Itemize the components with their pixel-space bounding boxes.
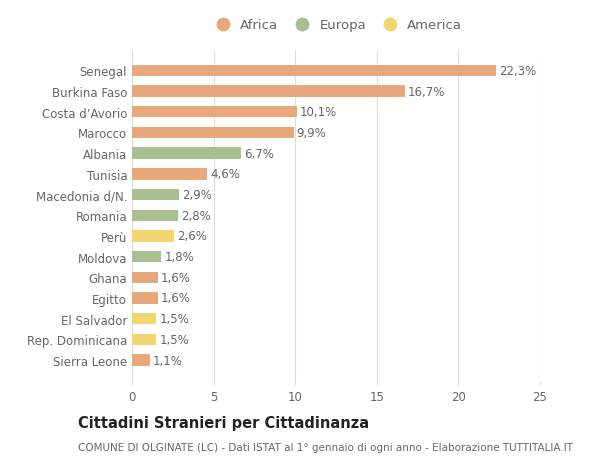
Text: 4,6%: 4,6% — [210, 168, 240, 181]
Bar — [132, 210, 178, 221]
Text: Cittadini Stranieri per Cittadinanza: Cittadini Stranieri per Cittadinanza — [78, 415, 369, 431]
Text: 1,5%: 1,5% — [160, 313, 189, 325]
Text: 6,7%: 6,7% — [244, 147, 274, 160]
Text: 2,6%: 2,6% — [178, 230, 207, 243]
Bar — [132, 169, 207, 180]
Bar — [132, 334, 157, 345]
Text: 1,6%: 1,6% — [161, 292, 191, 305]
Text: 1,6%: 1,6% — [161, 271, 191, 284]
Text: 1,1%: 1,1% — [153, 354, 183, 367]
Text: 16,7%: 16,7% — [407, 85, 445, 98]
Bar — [132, 86, 404, 97]
Bar — [132, 231, 175, 242]
Text: 2,9%: 2,9% — [182, 189, 212, 202]
Bar — [132, 128, 293, 139]
Bar — [132, 190, 179, 201]
Bar — [132, 313, 157, 325]
Text: 2,8%: 2,8% — [181, 209, 211, 222]
Text: 22,3%: 22,3% — [499, 65, 536, 78]
Bar — [132, 252, 161, 263]
Bar — [132, 66, 496, 77]
Bar — [132, 293, 158, 304]
Text: COMUNE DI OLGINATE (LC) - Dati ISTAT al 1° gennaio di ogni anno - Elaborazione T: COMUNE DI OLGINATE (LC) - Dati ISTAT al … — [78, 442, 573, 452]
Text: 1,8%: 1,8% — [164, 251, 194, 263]
Bar — [132, 355, 150, 366]
Text: 10,1%: 10,1% — [300, 106, 337, 119]
Bar — [132, 272, 158, 283]
Bar — [132, 148, 241, 159]
Bar — [132, 107, 297, 118]
Text: 9,9%: 9,9% — [296, 127, 326, 140]
Legend: Africa, Europa, America: Africa, Europa, America — [205, 14, 467, 38]
Text: 1,5%: 1,5% — [160, 333, 189, 346]
